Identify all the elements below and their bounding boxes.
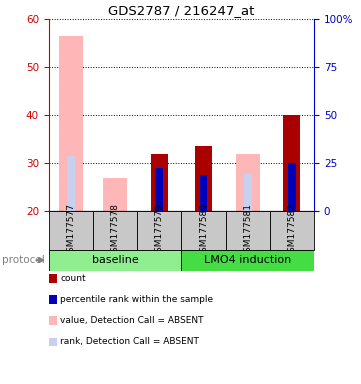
Bar xyxy=(151,154,168,211)
Bar xyxy=(200,175,208,211)
Text: count: count xyxy=(60,274,86,283)
Text: rank, Detection Call = ABSENT: rank, Detection Call = ABSENT xyxy=(60,337,199,346)
Text: GSM177579: GSM177579 xyxy=(155,203,164,258)
Text: baseline: baseline xyxy=(92,255,139,265)
Title: GDS2787 / 216247_at: GDS2787 / 216247_at xyxy=(108,3,255,17)
Bar xyxy=(195,146,212,211)
Bar xyxy=(236,154,260,211)
Bar xyxy=(93,211,137,250)
Bar xyxy=(155,168,163,211)
Text: LMO4 induction: LMO4 induction xyxy=(204,255,291,265)
Text: GSM177578: GSM177578 xyxy=(110,203,119,258)
Bar xyxy=(270,211,314,250)
Bar xyxy=(49,211,93,250)
Text: GSM177582: GSM177582 xyxy=(287,203,296,258)
Text: value, Detection Call = ABSENT: value, Detection Call = ABSENT xyxy=(60,316,204,325)
Bar xyxy=(137,211,182,250)
Text: protocol: protocol xyxy=(2,255,44,265)
Bar xyxy=(49,250,181,271)
Bar xyxy=(59,36,83,211)
Bar xyxy=(288,163,296,211)
Bar xyxy=(67,156,75,211)
Bar xyxy=(226,211,270,250)
Bar xyxy=(244,173,252,211)
Bar xyxy=(181,250,314,271)
Text: GSM177580: GSM177580 xyxy=(199,203,208,258)
Text: percentile rank within the sample: percentile rank within the sample xyxy=(60,295,213,304)
Bar xyxy=(103,177,127,211)
Bar xyxy=(181,211,226,250)
Text: GSM177577: GSM177577 xyxy=(66,203,75,258)
Bar xyxy=(283,115,300,211)
Text: GSM177581: GSM177581 xyxy=(243,203,252,258)
